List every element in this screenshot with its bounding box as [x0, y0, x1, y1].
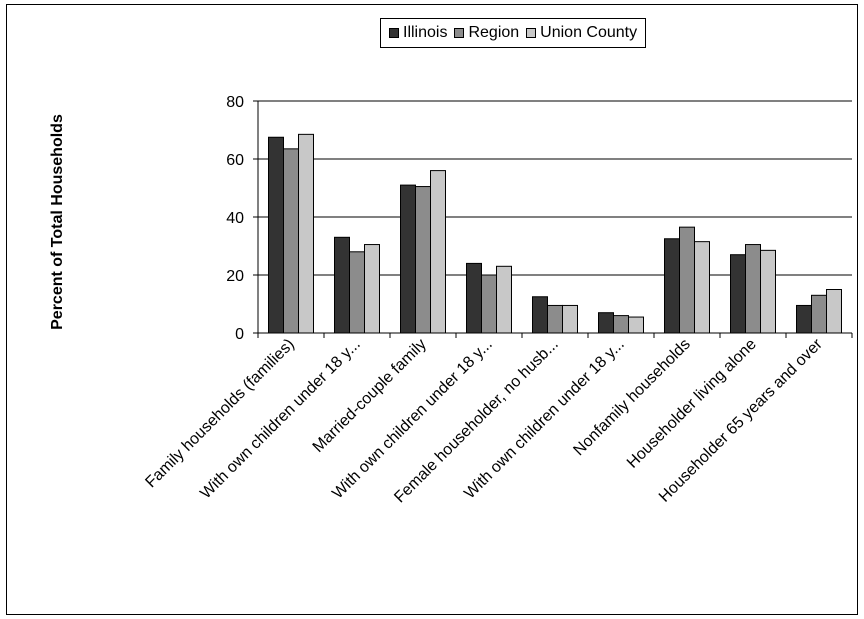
- bar-6-0: [664, 238, 680, 334]
- bar-5-0: [598, 312, 614, 334]
- bar-3-1: [481, 274, 497, 334]
- legend-swatch: [454, 28, 465, 38]
- bar-7-0: [730, 254, 746, 334]
- bar-7-1: [745, 244, 761, 334]
- bar-2-0: [400, 184, 416, 334]
- bar-1-1: [349, 251, 365, 334]
- x-tick-label: Householder living alone: [624, 336, 760, 472]
- legend-item-2: Union County: [526, 24, 637, 42]
- legend-swatch: [389, 28, 399, 38]
- y-tick-label: 20: [226, 268, 244, 285]
- legend-item-0: Illinois: [389, 24, 447, 42]
- y-tick-labels: 0 20 40 60 80: [226, 94, 244, 343]
- y-tick-label: 0: [235, 326, 244, 343]
- bar-0-0: [268, 136, 284, 334]
- bar-6-2: [694, 241, 710, 334]
- x-tick-label: Married-couple family: [310, 336, 430, 456]
- bar-6-1: [679, 226, 695, 334]
- bar-5-2: [628, 316, 644, 334]
- bar-2-2: [430, 170, 446, 334]
- y-tick-label: 40: [226, 210, 244, 227]
- bar-0-2: [298, 133, 314, 334]
- legend-label: Union County: [540, 24, 638, 41]
- axes: [253, 100, 853, 338]
- bar-1-2: [364, 244, 380, 334]
- bar-8-2: [826, 289, 842, 334]
- bar-8-1: [811, 294, 827, 334]
- legend-item-1: Region: [454, 24, 519, 42]
- bar-4-2: [562, 304, 578, 334]
- bar-3-0: [466, 262, 482, 334]
- legend: Illinois Region Union County: [380, 18, 647, 48]
- legend-swatch: [526, 28, 537, 38]
- bar-0-1: [283, 148, 299, 334]
- bar-2-1: [415, 186, 431, 334]
- legend-label: Region: [468, 24, 520, 41]
- bars: [268, 133, 842, 334]
- bar-8-0: [796, 304, 812, 334]
- bar-7-2: [760, 249, 776, 334]
- bar-1-0: [334, 236, 350, 334]
- bar-4-1: [547, 304, 563, 334]
- legend-label: Illinois: [403, 24, 448, 41]
- y-tick-label: 80: [226, 94, 244, 111]
- x-tick-labels: Family households (families)With own chi…: [142, 335, 826, 506]
- bar-3-2: [496, 265, 512, 334]
- x-tick-label: Nonfamily households: [570, 336, 693, 459]
- bar-5-1: [613, 315, 629, 334]
- y-tick-label: 60: [226, 152, 244, 169]
- chart-frame: [6, 4, 858, 615]
- bar-4-0: [532, 296, 548, 334]
